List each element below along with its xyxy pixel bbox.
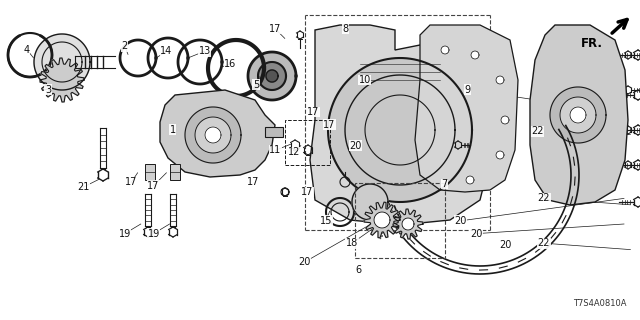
Text: 8: 8 (342, 24, 349, 34)
Text: 6: 6 (355, 265, 362, 276)
Polygon shape (402, 218, 414, 230)
Text: 19: 19 (147, 228, 160, 239)
Text: 17: 17 (307, 107, 320, 117)
Polygon shape (530, 25, 628, 205)
Bar (355, 183, 445, 258)
Polygon shape (501, 116, 509, 124)
Text: 18: 18 (346, 238, 358, 248)
Text: 22: 22 (538, 193, 550, 204)
Text: 17: 17 (147, 180, 160, 191)
Polygon shape (205, 127, 221, 143)
Polygon shape (258, 62, 286, 90)
Text: 20: 20 (470, 228, 483, 239)
Text: 7: 7 (442, 179, 448, 189)
Polygon shape (195, 117, 231, 153)
Text: 17: 17 (125, 177, 138, 188)
Text: 9: 9 (464, 84, 470, 95)
Bar (170, 164, 180, 180)
Text: 20: 20 (454, 216, 467, 226)
Polygon shape (415, 25, 518, 192)
Polygon shape (496, 151, 504, 159)
Text: 5: 5 (253, 80, 259, 90)
Polygon shape (160, 90, 275, 177)
Text: 20: 20 (499, 240, 512, 250)
Text: 1: 1 (170, 124, 176, 135)
Text: 19: 19 (118, 228, 131, 239)
Text: 4: 4 (24, 44, 30, 55)
Polygon shape (393, 209, 423, 239)
Text: 17: 17 (301, 187, 314, 197)
Text: 17: 17 (323, 120, 336, 130)
Text: 17: 17 (269, 24, 282, 34)
Text: 10: 10 (358, 75, 371, 85)
Polygon shape (248, 52, 296, 100)
Text: 14: 14 (160, 46, 173, 56)
Polygon shape (34, 34, 90, 90)
Polygon shape (266, 70, 278, 82)
Text: T7S4A0810A: T7S4A0810A (573, 299, 627, 308)
Text: 17: 17 (246, 177, 259, 188)
Polygon shape (185, 107, 241, 163)
Polygon shape (570, 107, 586, 123)
Polygon shape (328, 58, 472, 202)
Polygon shape (364, 202, 400, 238)
Bar (145, 164, 155, 180)
Polygon shape (352, 184, 388, 220)
Polygon shape (550, 87, 606, 143)
Polygon shape (560, 97, 596, 133)
Polygon shape (310, 25, 490, 225)
Text: 12: 12 (288, 147, 301, 157)
Text: 20: 20 (349, 140, 362, 151)
Text: 22: 22 (531, 126, 544, 136)
Text: 13: 13 (198, 46, 211, 56)
Polygon shape (471, 51, 479, 59)
Polygon shape (496, 76, 504, 84)
Polygon shape (40, 58, 84, 102)
Text: 11: 11 (269, 145, 282, 156)
Polygon shape (374, 212, 390, 228)
Text: 22: 22 (538, 238, 550, 248)
Bar (285, 120, 330, 165)
Text: 15: 15 (320, 216, 333, 226)
Bar (265, 127, 283, 137)
Text: 20: 20 (298, 257, 310, 268)
Polygon shape (466, 176, 474, 184)
Text: 21: 21 (77, 182, 90, 192)
Text: 2: 2 (122, 41, 128, 52)
Polygon shape (441, 46, 449, 54)
Text: FR.: FR. (581, 37, 603, 50)
Text: 3: 3 (45, 84, 51, 95)
Text: 16: 16 (224, 59, 237, 69)
